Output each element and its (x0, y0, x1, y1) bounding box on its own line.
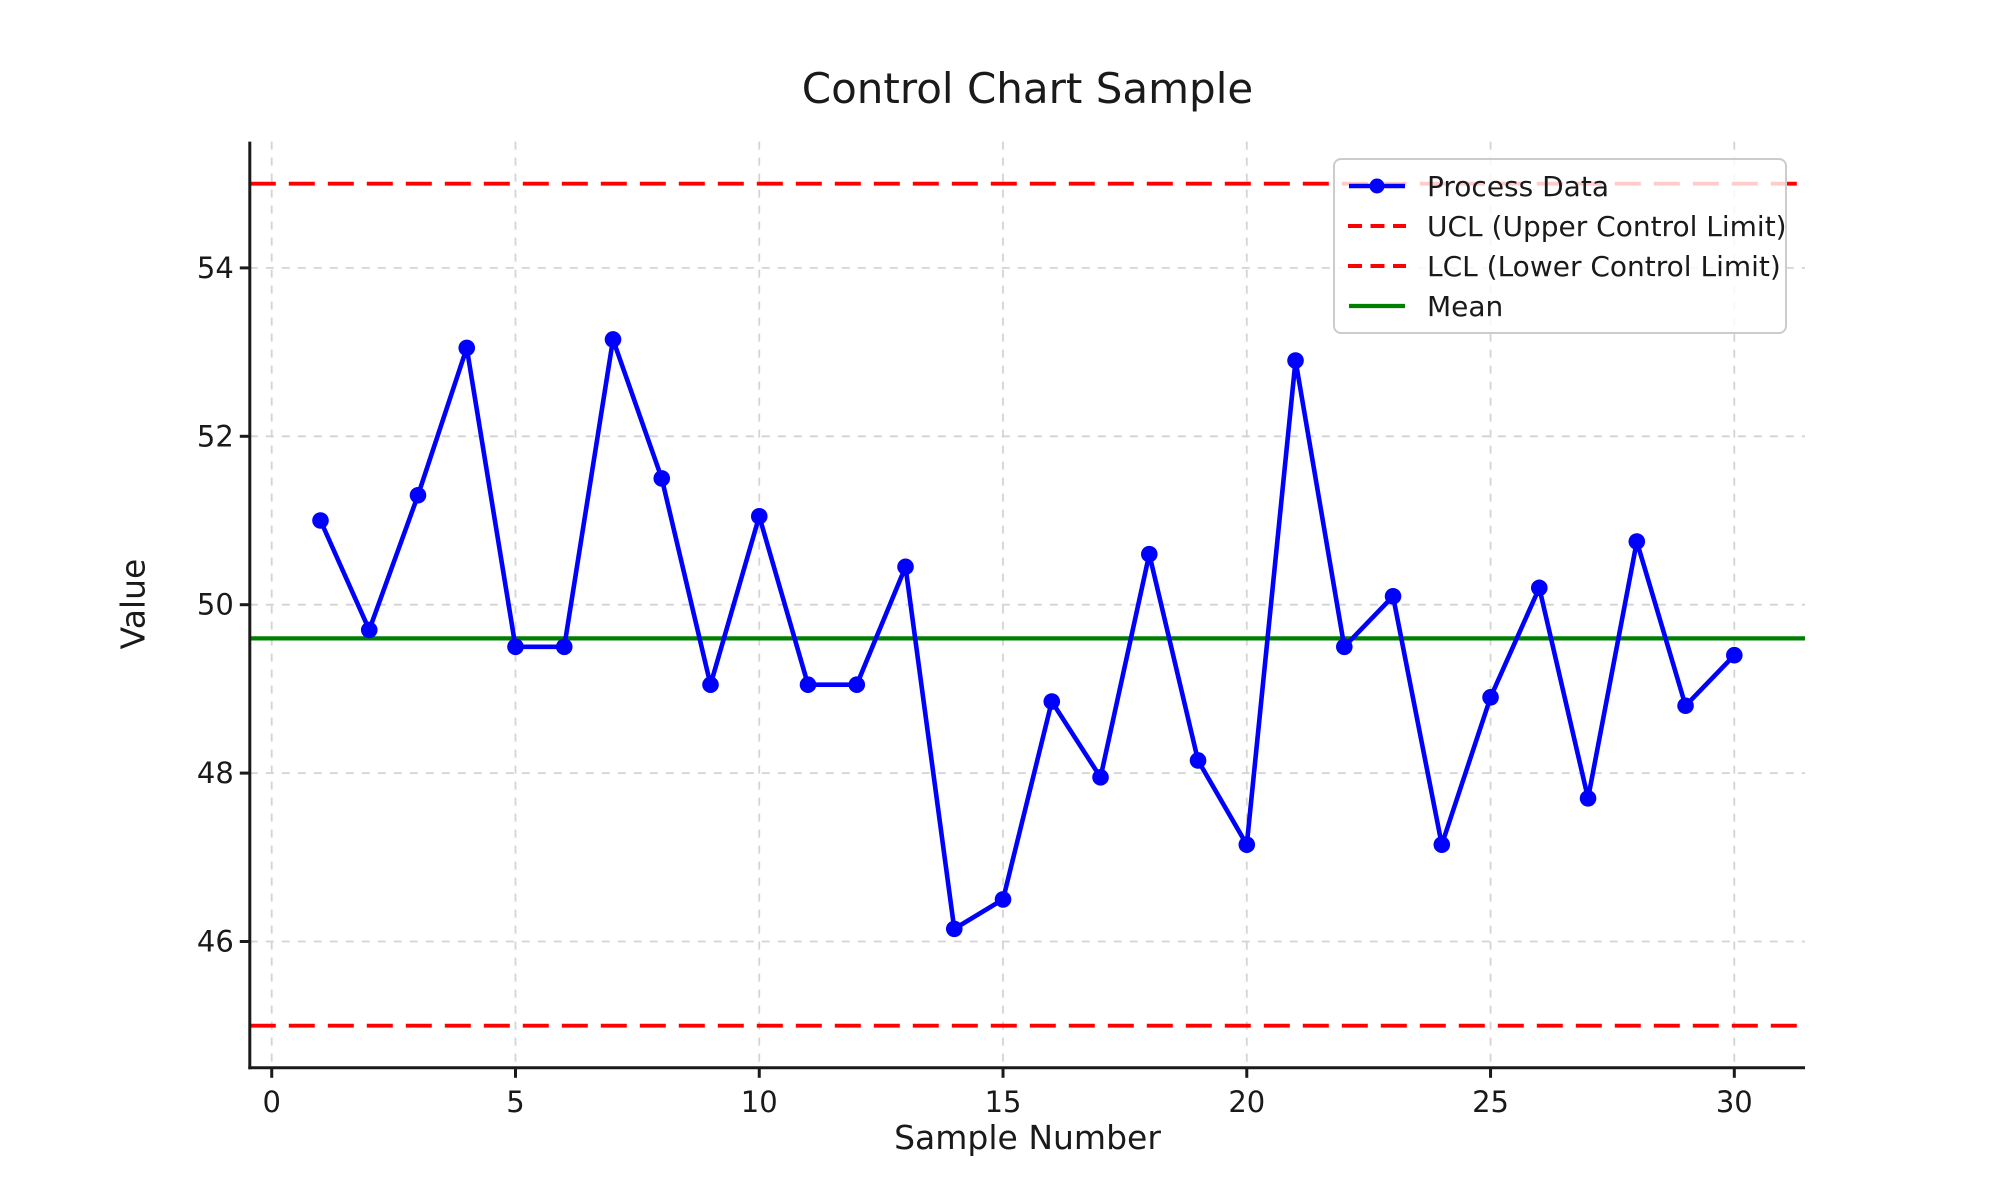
data-point-marker (604, 331, 622, 348)
data-point-marker (1335, 638, 1353, 656)
data-point-marker (945, 920, 963, 938)
legend-item-mean: Mean (1347, 286, 1773, 326)
process-data-line (318, 337, 1737, 932)
x-tick-label: 15 (985, 1085, 1022, 1119)
x-tick-label: 30 (1716, 1085, 1753, 1119)
dashed-line-icon (1347, 215, 1407, 237)
data-point-marker (555, 638, 573, 656)
data-point-marker (312, 512, 329, 529)
data-point-marker (750, 507, 768, 525)
process-data-line-marker-icon (1347, 175, 1407, 197)
dashed-line-icon (1347, 255, 1407, 277)
data-point-marker (1092, 769, 1109, 786)
x-tick-label: 0 (263, 1085, 281, 1119)
data-point-marker (799, 676, 817, 693)
data-point-marker (458, 339, 476, 357)
data-point-marker (1579, 790, 1597, 807)
data-point-marker (507, 638, 524, 656)
legend: Process Data UCL (Upper Control Limit) L… (1333, 158, 1787, 334)
data-point-marker (409, 486, 427, 504)
data-point-marker (1677, 697, 1694, 715)
data-point-marker (360, 621, 378, 639)
chart-title: Control Chart Sample (801, 64, 1254, 113)
data-point-marker (1287, 352, 1304, 369)
data-point-marker (702, 676, 719, 693)
data-point-marker (1238, 836, 1256, 853)
data-point-marker (1628, 533, 1646, 550)
y-tick-label: 46 (197, 925, 234, 959)
y-tick-label: 50 (197, 588, 234, 622)
tick-marks (239, 266, 1736, 1078)
data-point-marker (1189, 752, 1207, 769)
legend-label-mean: Mean (1427, 289, 1504, 323)
y-axis-label: Value (113, 558, 153, 650)
data-point-marker (848, 676, 866, 693)
data-point-marker (1530, 579, 1548, 597)
legend-item-lcl: LCL (Lower Control Limit) (1347, 246, 1781, 286)
solid-line-icon (1347, 295, 1407, 317)
data-point-marker (994, 891, 1012, 908)
x-tick-label: 10 (741, 1085, 778, 1119)
legend-label-ucl: UCL (Upper Control Limit) (1427, 209, 1787, 243)
tick-labels: 0 5 10 15 20 25 30 46 48 50 52 54 (197, 251, 1753, 1119)
data-point-marker (1726, 646, 1743, 664)
y-tick-label: 54 (197, 251, 234, 285)
data-point-marker (653, 470, 671, 487)
data-point-marker (1043, 693, 1061, 710)
x-tick-label: 20 (1228, 1085, 1265, 1119)
x-axis-label: Sample Number (894, 1118, 1161, 1157)
data-point-marker (1384, 587, 1402, 605)
y-tick-label: 52 (197, 419, 234, 453)
x-tick-label: 5 (506, 1085, 524, 1119)
process-data-markers (312, 331, 1743, 938)
data-point-marker (1433, 836, 1451, 853)
y-tick-label: 48 (197, 756, 234, 790)
data-point-marker (1482, 689, 1499, 706)
legend-item-ucl: UCL (Upper Control Limit) (1347, 206, 1787, 246)
legend-label-process-data: Process Data (1427, 169, 1609, 203)
legend-item-process-data: Process Data (1347, 166, 1773, 206)
x-tick-label: 25 (1472, 1085, 1509, 1119)
legend-label-lcl: LCL (Lower Control Limit) (1427, 249, 1781, 283)
data-point-marker (897, 558, 914, 576)
data-point-marker (1140, 545, 1158, 563)
